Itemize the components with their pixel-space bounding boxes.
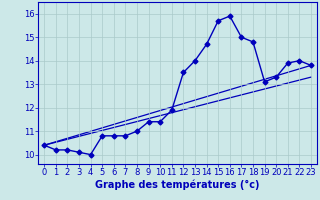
X-axis label: Graphe des températures (°c): Graphe des températures (°c) [95, 180, 260, 190]
